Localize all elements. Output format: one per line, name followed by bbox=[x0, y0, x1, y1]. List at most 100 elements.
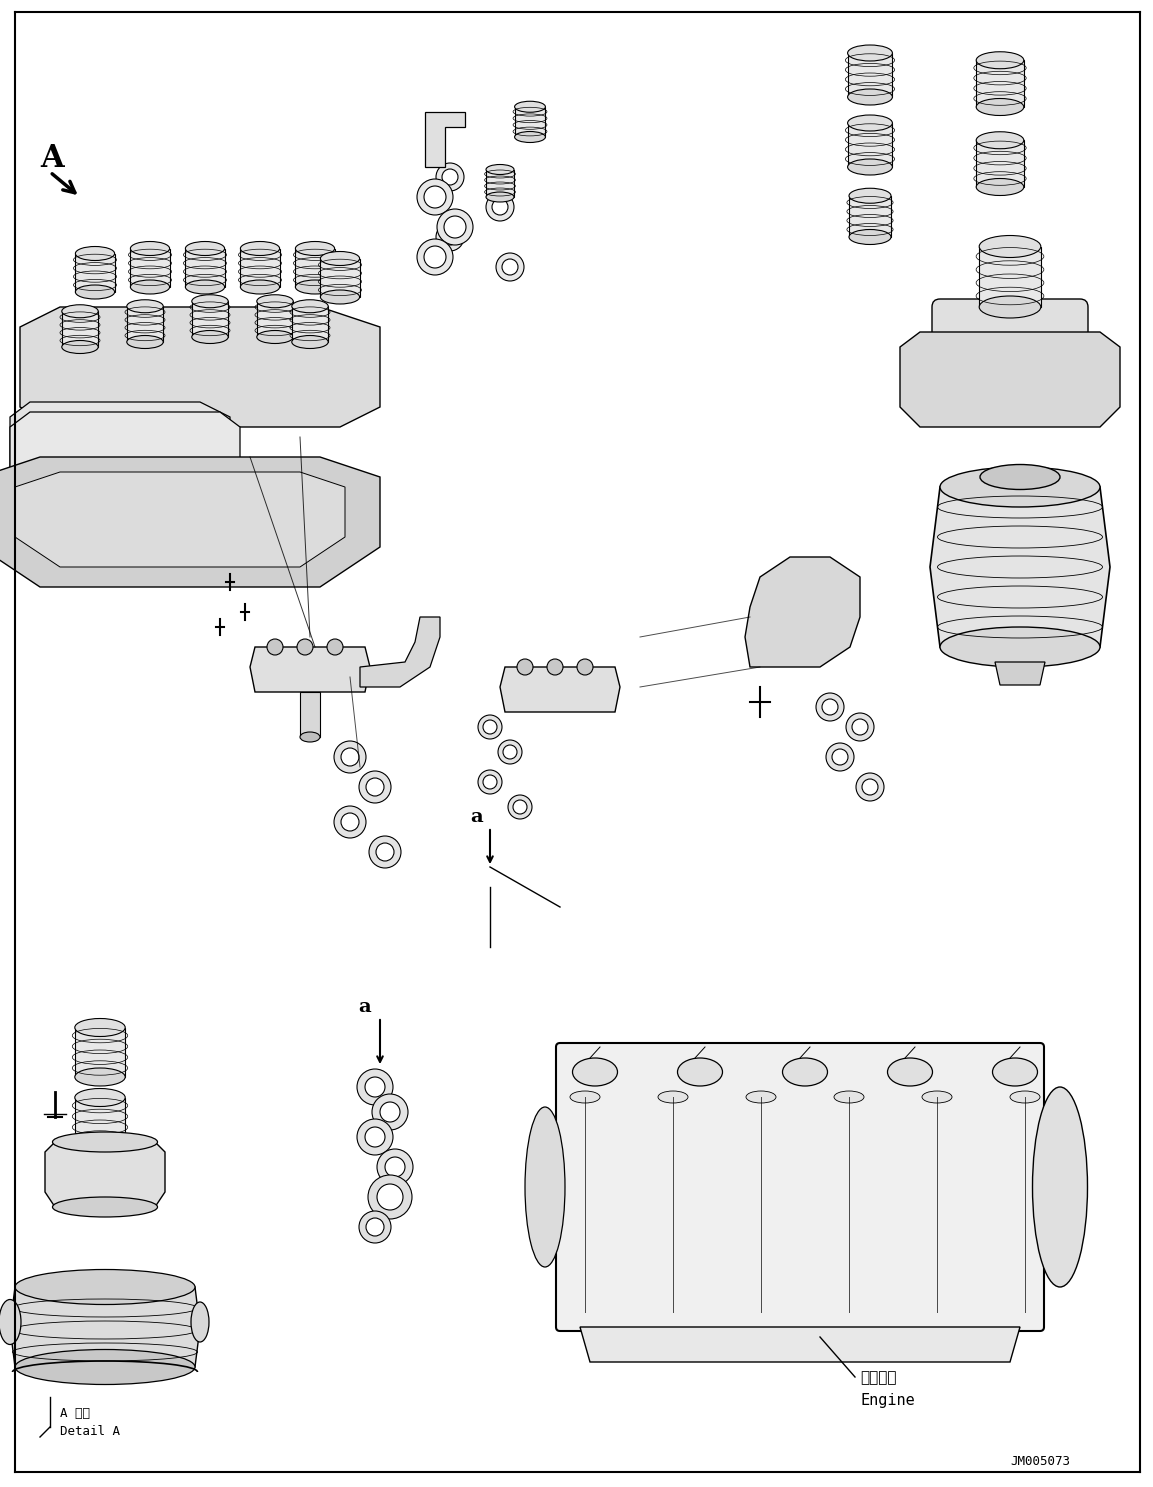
Ellipse shape bbox=[982, 342, 1038, 361]
Polygon shape bbox=[487, 170, 514, 196]
Ellipse shape bbox=[570, 1091, 600, 1103]
Ellipse shape bbox=[1010, 1091, 1040, 1103]
Ellipse shape bbox=[888, 1057, 933, 1086]
Text: a: a bbox=[357, 998, 371, 1016]
Ellipse shape bbox=[847, 159, 892, 175]
Ellipse shape bbox=[979, 296, 1041, 318]
Text: A 詳細: A 詳細 bbox=[60, 1407, 90, 1420]
Ellipse shape bbox=[955, 346, 985, 367]
Circle shape bbox=[498, 741, 522, 764]
Ellipse shape bbox=[240, 241, 279, 256]
Ellipse shape bbox=[573, 1057, 618, 1086]
Polygon shape bbox=[977, 61, 1024, 107]
Circle shape bbox=[856, 773, 884, 801]
Ellipse shape bbox=[940, 467, 1100, 507]
FancyBboxPatch shape bbox=[556, 1042, 1043, 1331]
Circle shape bbox=[297, 639, 312, 654]
Polygon shape bbox=[982, 352, 1038, 407]
Polygon shape bbox=[127, 306, 164, 342]
Circle shape bbox=[832, 749, 847, 764]
Circle shape bbox=[357, 1069, 393, 1105]
Circle shape bbox=[341, 748, 359, 766]
Ellipse shape bbox=[53, 1132, 158, 1152]
Polygon shape bbox=[250, 647, 370, 691]
Circle shape bbox=[483, 775, 497, 790]
Text: Detail A: Detail A bbox=[60, 1425, 120, 1438]
Circle shape bbox=[417, 239, 453, 275]
Text: Engine: Engine bbox=[860, 1393, 914, 1408]
Text: a: a bbox=[470, 807, 483, 825]
Ellipse shape bbox=[127, 336, 164, 348]
Ellipse shape bbox=[75, 1138, 126, 1155]
Circle shape bbox=[368, 1175, 412, 1219]
Circle shape bbox=[377, 1184, 404, 1210]
Circle shape bbox=[369, 836, 401, 868]
Circle shape bbox=[513, 800, 527, 813]
Polygon shape bbox=[847, 123, 892, 167]
Polygon shape bbox=[745, 558, 860, 668]
Polygon shape bbox=[10, 1288, 199, 1367]
Ellipse shape bbox=[979, 235, 1041, 257]
Ellipse shape bbox=[15, 1270, 195, 1304]
Circle shape bbox=[359, 1210, 391, 1243]
Ellipse shape bbox=[514, 101, 545, 112]
Ellipse shape bbox=[980, 464, 1060, 489]
Ellipse shape bbox=[75, 1088, 126, 1106]
Circle shape bbox=[334, 806, 366, 839]
Circle shape bbox=[478, 715, 502, 739]
Circle shape bbox=[517, 659, 533, 675]
Ellipse shape bbox=[62, 341, 98, 354]
Ellipse shape bbox=[977, 178, 1024, 195]
Circle shape bbox=[372, 1094, 408, 1130]
Polygon shape bbox=[930, 488, 1110, 647]
Circle shape bbox=[334, 741, 366, 773]
Ellipse shape bbox=[849, 229, 891, 244]
Ellipse shape bbox=[191, 294, 228, 308]
Ellipse shape bbox=[62, 305, 98, 318]
Circle shape bbox=[385, 1157, 405, 1178]
Ellipse shape bbox=[783, 1057, 828, 1086]
Ellipse shape bbox=[977, 132, 1024, 149]
Circle shape bbox=[417, 178, 453, 216]
Ellipse shape bbox=[487, 165, 514, 174]
Circle shape bbox=[359, 770, 391, 803]
Polygon shape bbox=[186, 248, 225, 287]
Circle shape bbox=[502, 259, 518, 275]
Ellipse shape bbox=[847, 45, 892, 61]
Ellipse shape bbox=[487, 192, 514, 202]
Polygon shape bbox=[75, 253, 114, 291]
Ellipse shape bbox=[75, 247, 114, 260]
Polygon shape bbox=[20, 306, 380, 427]
Ellipse shape bbox=[257, 294, 293, 308]
Polygon shape bbox=[847, 54, 892, 97]
Ellipse shape bbox=[127, 300, 164, 312]
Circle shape bbox=[826, 744, 854, 770]
Polygon shape bbox=[45, 1142, 165, 1207]
Ellipse shape bbox=[321, 251, 360, 266]
Ellipse shape bbox=[977, 52, 1024, 68]
Ellipse shape bbox=[191, 330, 228, 343]
Ellipse shape bbox=[1032, 1087, 1087, 1288]
Ellipse shape bbox=[130, 241, 169, 256]
Ellipse shape bbox=[15, 1350, 195, 1384]
Ellipse shape bbox=[295, 280, 334, 294]
Polygon shape bbox=[0, 457, 380, 587]
Polygon shape bbox=[10, 401, 229, 488]
Circle shape bbox=[380, 1102, 400, 1123]
Ellipse shape bbox=[240, 280, 279, 294]
Ellipse shape bbox=[300, 732, 321, 742]
Polygon shape bbox=[75, 1028, 126, 1077]
Ellipse shape bbox=[321, 290, 360, 303]
FancyBboxPatch shape bbox=[932, 299, 1088, 415]
Circle shape bbox=[483, 720, 497, 735]
Circle shape bbox=[437, 210, 473, 245]
Ellipse shape bbox=[922, 1091, 952, 1103]
Circle shape bbox=[496, 253, 523, 281]
Ellipse shape bbox=[993, 1057, 1038, 1086]
Ellipse shape bbox=[847, 114, 892, 131]
Ellipse shape bbox=[977, 98, 1024, 116]
Polygon shape bbox=[979, 247, 1041, 306]
Ellipse shape bbox=[186, 280, 225, 294]
Polygon shape bbox=[900, 332, 1120, 427]
Polygon shape bbox=[75, 1097, 126, 1146]
